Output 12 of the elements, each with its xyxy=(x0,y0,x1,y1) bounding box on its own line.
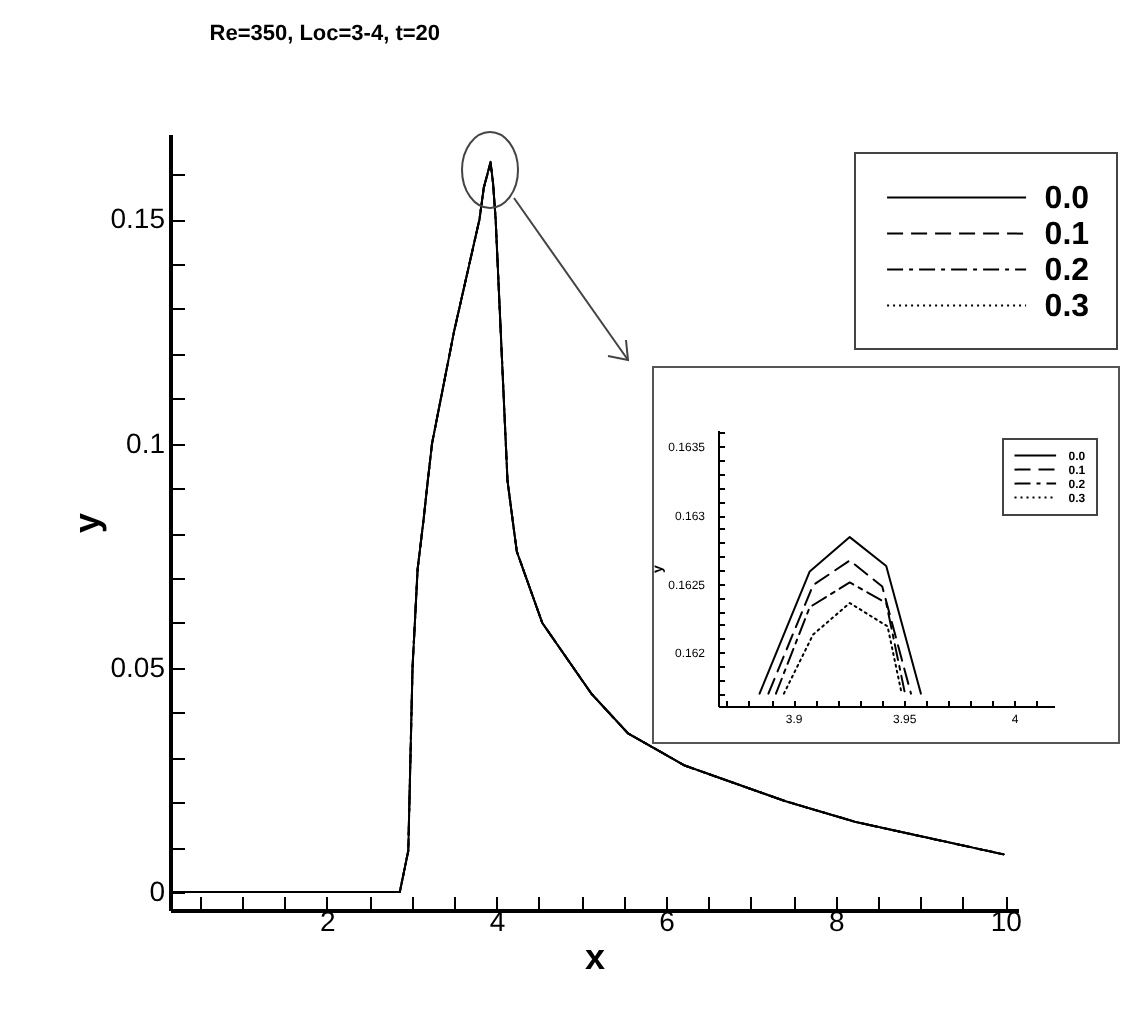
y-tick-label: 0 xyxy=(149,875,166,908)
legend-label: 0.3 xyxy=(1044,289,1090,324)
x-axis-title: x xyxy=(584,937,606,977)
legend-label: 0.0 xyxy=(1044,181,1090,216)
y-axis-title: y xyxy=(66,512,107,534)
x-tick-label: 4 xyxy=(489,905,506,937)
legend-label: 0.1 xyxy=(1044,217,1090,252)
y-tick-label: 0.05 xyxy=(110,650,166,683)
y-tick-label: 0.1 xyxy=(126,426,166,459)
legend-label: 0.2 xyxy=(1044,253,1090,288)
y-tick-label: 0.15 xyxy=(110,202,166,235)
chart-title: Re=350, Loc=3-4, t=20 xyxy=(209,22,441,46)
